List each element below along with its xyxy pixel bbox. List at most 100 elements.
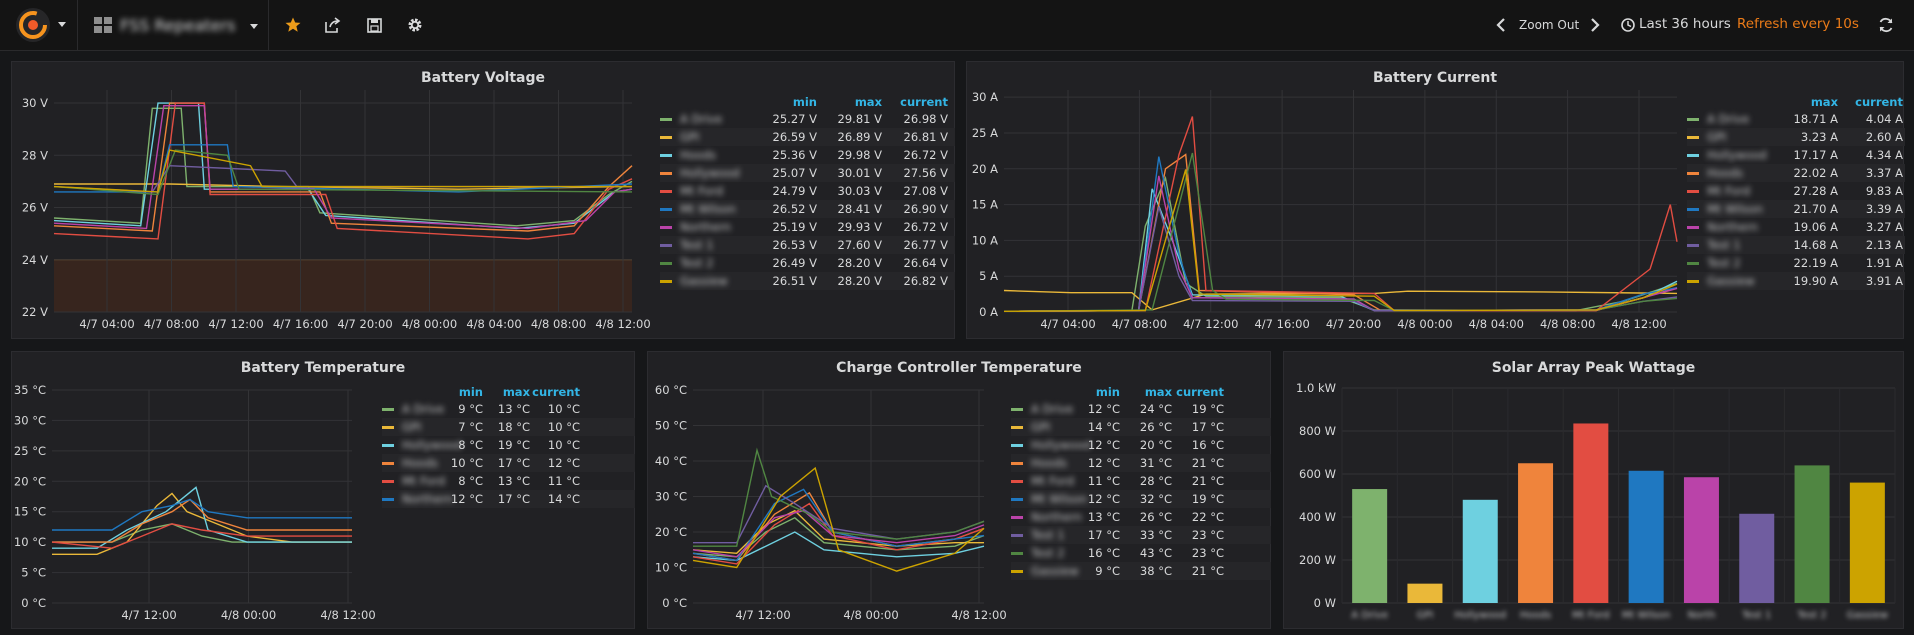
legend-row[interactable]: GPI 3.23 A 2.60 A	[1687, 128, 1905, 146]
panel-title[interactable]: Battery Voltage	[420, 70, 546, 86]
legend-series-name[interactable]: Gassiew	[1031, 564, 1079, 578]
panel-title[interactable]: Charge Controller Temperature	[836, 360, 1082, 376]
legend-row[interactable]: A Drive 18.71 A 4.04 A	[1687, 110, 1905, 128]
series-line-3[interactable]	[1003, 153, 1678, 312]
series-line-0[interactable]	[53, 107, 633, 227]
legend-series-name[interactable]: Gassiew	[1707, 274, 1755, 288]
legend-series-name[interactable]: Test 1	[1707, 238, 1741, 252]
battery-current-chart[interactable]: 30 A 25 A 20 A 15 A 10 A 5 A 0 A 4/7 04:00 4/7 0…	[967, 62, 1905, 340]
series-line-9[interactable]	[692, 466, 985, 572]
legend-series-name[interactable]: Test 2	[680, 256, 714, 270]
legend-row[interactable]: Hoods 10 °C 17 °C 12 °C	[382, 454, 635, 472]
time-back-button[interactable]	[1491, 15, 1511, 35]
series-line-6[interactable]	[692, 509, 985, 558]
legend-row[interactable]: Test 2 16 °C 43 °C 23 °C	[1011, 544, 1271, 562]
legend-row[interactable]: Northern 13 °C 26 °C 22 °C	[1011, 508, 1271, 526]
panel-title[interactable]: Battery Current	[1372, 70, 1498, 86]
legend-series-name[interactable]: Gassiew	[680, 274, 728, 288]
legend-header-min[interactable]: min	[458, 385, 483, 399]
legend-header-min[interactable]: min	[792, 95, 817, 109]
legend-row[interactable]: A Drive 25.27 V 29.81 V 26.98 V	[660, 110, 955, 128]
legend-series-name[interactable]: Mt Ford	[1031, 474, 1075, 488]
legend-row[interactable]: GPI 26.59 V 26.89 V 26.81 V	[660, 128, 955, 146]
legend-series-name[interactable]: Hollywood	[402, 438, 462, 452]
legend-row[interactable]: Mt Ford 11 °C 28 °C 21 °C	[1011, 472, 1271, 490]
legend-row[interactable]: Mt Ford 27.28 A 9.83 A	[1687, 182, 1905, 200]
legend-row[interactable]: GPI 14 °C 26 °C 17 °C	[1011, 418, 1271, 436]
legend-header-max[interactable]: max	[1810, 95, 1838, 109]
legend-row[interactable]: Gassiew 19.90 A 3.91 A	[1687, 272, 1905, 290]
series-line-3[interactable]	[52, 498, 352, 543]
legend-row[interactable]: Test 1 14.68 A 2.13 A	[1687, 236, 1905, 254]
legend-row[interactable]: Mt Wilson 21.70 A 3.39 A	[1687, 200, 1905, 218]
series-line-4[interactable]	[1003, 116, 1678, 312]
save-dashboard-button[interactable]	[364, 15, 384, 35]
legend-row[interactable]: Mt Wilson 12 °C 32 °C 19 °C	[1011, 490, 1271, 508]
series-line-8[interactable]	[1003, 152, 1678, 312]
legend-series-name[interactable]: Northern	[1707, 220, 1759, 234]
legend-header-max[interactable]: max	[1144, 385, 1172, 399]
legend-header-max[interactable]: max	[502, 385, 530, 399]
legend-row[interactable]: A Drive 12 °C 24 °C 19 °C	[1011, 400, 1271, 418]
refresh-button[interactable]	[1876, 15, 1896, 35]
legend-header-max[interactable]: max	[854, 95, 882, 109]
legend-row[interactable]: Hoods 22.02 A 3.37 A	[1687, 164, 1905, 182]
legend-row[interactable]: Hollywood 17.17 A 4.34 A	[1687, 146, 1905, 164]
legend-series-name[interactable]: Test 1	[680, 238, 714, 252]
series-line-5[interactable]	[54, 144, 633, 193]
bar-4[interactable]	[1573, 423, 1609, 603]
legend-series-name[interactable]: Hoods	[1707, 166, 1744, 180]
legend-series-name[interactable]: A Drive	[402, 402, 445, 416]
series-line-1[interactable]	[52, 492, 352, 555]
panel-title[interactable]: Battery Temperature	[240, 360, 406, 376]
refresh-interval-label[interactable]: Refresh every 10s	[1737, 16, 1859, 32]
legend-series-name[interactable]: Hoods	[402, 456, 439, 470]
series-line-4[interactable]	[53, 102, 633, 240]
legend-header-current[interactable]: current	[1855, 95, 1903, 109]
legend-series-name[interactable]: GPI	[680, 130, 700, 144]
legend-series-name[interactable]: Mt Ford	[402, 474, 446, 488]
legend-row[interactable]: Mt Ford 8 °C 13 °C 11 °C	[382, 472, 635, 490]
panel-title[interactable]: Solar Array Peak Wattage	[1491, 360, 1696, 376]
bar-8[interactable]	[1794, 465, 1830, 603]
legend-series-name[interactable]: A Drive	[680, 112, 723, 126]
series-line-0[interactable]	[1003, 175, 1678, 312]
legend-series-name[interactable]: A Drive	[1031, 402, 1074, 416]
legend-series-name[interactable]: Test 1	[1031, 528, 1065, 542]
legend-series-name[interactable]: GPI	[402, 420, 422, 434]
legend-series-name[interactable]: Mt Ford	[680, 184, 724, 198]
legend-series-name[interactable]: Northern	[1031, 510, 1083, 524]
legend-row[interactable]: A Drive 9 °C 13 °C 10 °C	[382, 400, 635, 418]
legend-series-name[interactable]: Mt Wilson	[1031, 492, 1087, 506]
legend-row[interactable]: Hoods 25.36 V 29.98 V 26.72 V	[660, 146, 955, 164]
series-line-2[interactable]	[53, 102, 633, 230]
legend-series-name[interactable]: Mt Wilson	[1707, 202, 1763, 216]
series-line-0[interactable]	[52, 523, 352, 543]
legend-row[interactable]: GPI 7 °C 18 °C 10 °C	[382, 418, 635, 436]
legend-series-name[interactable]: Hoods	[1031, 456, 1068, 470]
legend-header-current[interactable]: current	[532, 385, 580, 399]
battery-voltage-chart[interactable]: 30 V 28 V 26 V 24 V 22 V 4/7 04:00 4/7 08:00 4/…	[12, 62, 956, 340]
legend-series-name[interactable]: Test 2	[1031, 546, 1065, 560]
legend-series-name[interactable]: Hoods	[680, 148, 717, 162]
legend-row[interactable]: Test 2 22.19 A 1.91 A	[1687, 254, 1905, 272]
series-line-6[interactable]	[1003, 175, 1678, 312]
bar-9[interactable]	[1849, 482, 1885, 603]
bar-0[interactable]	[1352, 489, 1388, 603]
legend-row[interactable]: Hollywood 12 °C 20 °C 16 °C	[1011, 436, 1271, 454]
legend-row[interactable]: Hoods 12 °C 31 °C 21 °C	[1011, 454, 1271, 472]
legend-row[interactable]: Northern 25.19 V 29.93 V 26.72 V	[660, 218, 955, 236]
series-line-3[interactable]	[53, 102, 633, 232]
legend-header-current[interactable]: current	[1176, 385, 1224, 399]
series-line-8[interactable]	[53, 149, 633, 196]
series-line-5[interactable]	[1003, 156, 1678, 312]
dashboard-picker[interactable]: FSS Repeaters	[78, 0, 269, 50]
grafana-menu-button[interactable]	[0, 0, 78, 50]
legend-series-name[interactable]: GPI	[1031, 420, 1051, 434]
legend-row[interactable]: Mt Wilson 26.52 V 28.41 V 26.90 V	[660, 200, 955, 218]
bar-5[interactable]	[1628, 470, 1664, 603]
series-line-9[interactable]	[53, 149, 632, 193]
series-line-4[interactable]	[51, 523, 352, 549]
series-line-1[interactable]	[692, 509, 984, 555]
series-line-5[interactable]	[52, 498, 352, 531]
